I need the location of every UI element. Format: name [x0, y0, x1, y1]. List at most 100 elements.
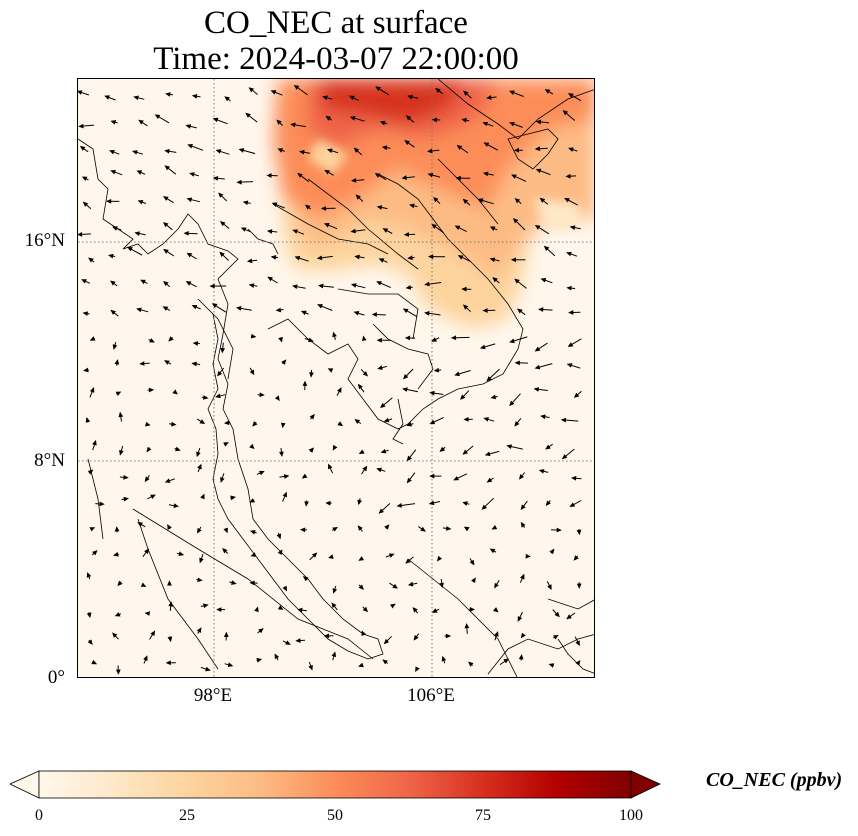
wind-vector-head: [88, 257, 94, 263]
wind-vector-head: [462, 501, 468, 506]
wind-vector-head: [462, 198, 469, 205]
wind-vector-head: [463, 90, 469, 96]
wind-vector-head: [331, 602, 337, 608]
wind-vector-head: [115, 391, 122, 397]
wind-vector-head: [332, 588, 338, 594]
wind-vector-head: [298, 149, 305, 155]
wind-vector-head: [489, 257, 496, 263]
wind-vector-head: [518, 474, 525, 480]
wind-vector-head: [137, 522, 143, 527]
wind-vector-head: [564, 197, 570, 203]
wind-vector-head: [575, 660, 581, 666]
wind-vector-head: [252, 421, 258, 427]
wind-vector-head: [481, 504, 488, 510]
wind-vector-head: [431, 337, 438, 342]
wind-vector-head: [89, 387, 95, 393]
map-title-line1: CO_NEC at surface: [204, 5, 468, 41]
wind-vector-head: [110, 119, 117, 125]
wind-vector-head: [380, 402, 386, 409]
wind-vector-head: [483, 417, 490, 422]
wind-vector-head: [165, 660, 171, 666]
wind-vector-head: [354, 419, 361, 425]
wind-vector-head: [562, 110, 569, 116]
wind-vector-head: [569, 502, 576, 507]
wind-vector-head: [266, 229, 273, 234]
wind-vector-head: [149, 338, 155, 343]
wind-vector-head: [406, 455, 412, 462]
wind-vector-head: [337, 387, 342, 393]
wind-vector-head: [249, 498, 256, 503]
wind-vector-head: [191, 94, 198, 99]
wind-vector-head: [146, 446, 152, 453]
wind-vector-head: [509, 121, 515, 127]
wind-vector-head: [576, 583, 582, 589]
wind-vector-head: [427, 148, 433, 154]
wind-vector-head: [405, 285, 412, 290]
wind-vector-head: [162, 196, 169, 201]
wind-vector-head: [216, 607, 222, 612]
wind-vector-head: [540, 278, 547, 283]
wind-vector-head: [285, 640, 291, 645]
wind-vector-head: [248, 87, 255, 93]
wind-vector-head: [431, 117, 438, 123]
wind-vector-head: [327, 368, 334, 373]
wind-vector-head: [224, 96, 230, 102]
wind-vector-head: [114, 526, 120, 532]
wind-vector-head: [509, 400, 515, 407]
wind-vector-head: [357, 525, 363, 531]
wind-vector-head: [267, 276, 273, 282]
wind-vector-head: [409, 203, 415, 209]
wind-vector-head: [553, 634, 559, 640]
wind-vector-head: [568, 147, 574, 152]
wind-vector-head: [325, 115, 332, 121]
wind-vector-head: [275, 307, 282, 313]
wind-vector-head: [431, 223, 437, 229]
wind-vector-head: [468, 661, 474, 667]
wind-vector-head: [136, 170, 143, 175]
wind-vector-head: [92, 439, 97, 446]
wind-vector-head: [280, 422, 286, 429]
wind-vector-head: [246, 258, 253, 264]
wind-vector-head: [308, 664, 313, 671]
wind-vector-head: [211, 303, 218, 309]
wind-vector-head: [173, 503, 179, 508]
wind-vector-head: [429, 390, 435, 396]
wind-vector-head: [462, 304, 469, 310]
wind-vector-head: [568, 310, 574, 315]
wind-vector-head: [493, 631, 499, 637]
wind-vector-head: [358, 584, 364, 590]
wind-vector-head: [282, 491, 287, 498]
wind-vector-head: [328, 463, 333, 470]
wind-vector-head: [569, 225, 576, 230]
wind-vector-head: [544, 89, 551, 94]
wind-vector-head: [144, 476, 150, 483]
wind-vector-head: [420, 526, 426, 532]
wind-vector-head: [81, 176, 88, 182]
wind-vector-head: [318, 283, 324, 289]
wind-vector-head: [514, 360, 520, 366]
wind-vector-head: [222, 548, 228, 554]
colorbar-max-extend: [630, 770, 661, 799]
wind-vector-head: [431, 608, 438, 613]
wind-vector-head: [230, 495, 236, 501]
wind-vector-head: [520, 632, 526, 639]
wind-vector-head: [460, 394, 466, 400]
wind-vector-head: [355, 194, 361, 200]
wind-vector-head: [514, 198, 521, 204]
wind-vector-head: [534, 224, 541, 230]
wind-vector-head: [328, 554, 334, 559]
colorbar-tick-50: 50: [327, 807, 343, 824]
wind-vector-head: [164, 148, 170, 154]
wind-vector-head: [297, 607, 303, 613]
wind-vector-head: [186, 197, 193, 203]
wind-vector-head: [85, 417, 91, 423]
wind-vector-head: [433, 196, 439, 203]
wind-vector-head: [223, 420, 230, 426]
wind-vector-head: [433, 367, 440, 373]
wind-vector-head: [295, 638, 301, 643]
wind-vector-head: [324, 223, 330, 228]
wind-vector-head: [428, 500, 435, 506]
wind-vector-head: [575, 640, 580, 647]
map-panel: [77, 78, 595, 678]
wind-vector-head: [357, 383, 363, 390]
